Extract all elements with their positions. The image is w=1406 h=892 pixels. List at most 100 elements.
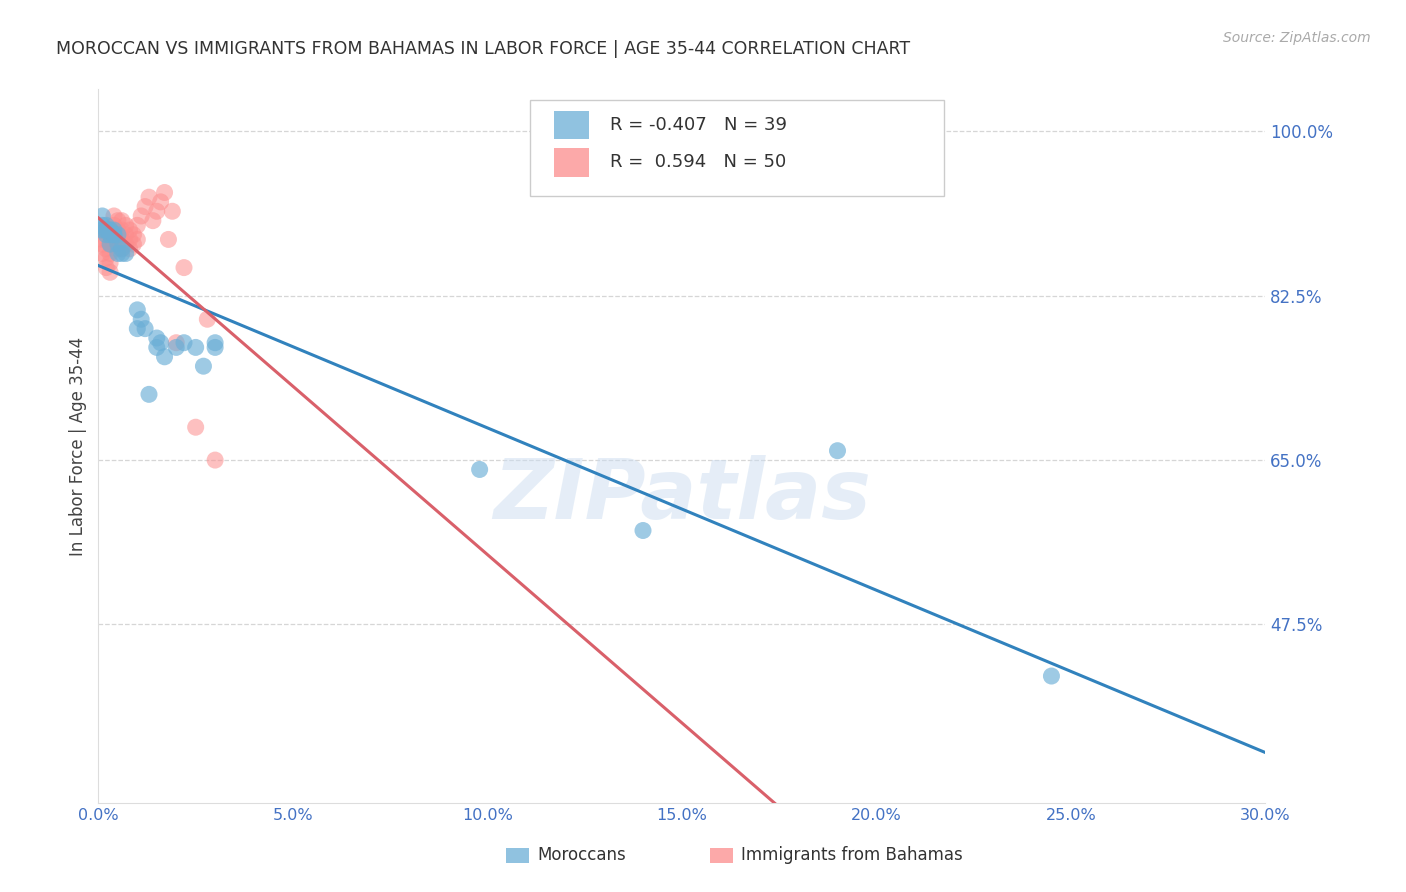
Text: Moroccans: Moroccans	[537, 847, 626, 864]
Point	[111, 242, 134, 256]
Point	[157, 232, 180, 246]
Point	[184, 340, 207, 354]
Point	[98, 237, 121, 252]
FancyBboxPatch shape	[554, 111, 589, 139]
Point	[127, 232, 149, 246]
Point	[103, 227, 125, 242]
Point	[114, 246, 136, 260]
Point	[96, 219, 118, 233]
Point	[103, 237, 125, 252]
Text: R = -0.407   N = 39: R = -0.407 N = 39	[610, 116, 786, 134]
Point	[114, 237, 136, 252]
Point	[96, 223, 118, 237]
Point	[631, 524, 654, 538]
Text: MOROCCAN VS IMMIGRANTS FROM BAHAMAS IN LABOR FORCE | AGE 35-44 CORRELATION CHART: MOROCCAN VS IMMIGRANTS FROM BAHAMAS IN L…	[56, 40, 910, 58]
Text: Source: ZipAtlas.com: Source: ZipAtlas.com	[1223, 31, 1371, 45]
Point	[134, 200, 156, 214]
Point	[111, 223, 134, 237]
Text: Immigrants from Bahamas: Immigrants from Bahamas	[741, 847, 963, 864]
Point	[98, 223, 121, 237]
Point	[127, 302, 149, 317]
Point	[162, 204, 184, 219]
Point	[98, 265, 121, 279]
Point	[204, 335, 226, 350]
Point	[96, 223, 118, 237]
Point	[114, 219, 136, 233]
Point	[91, 232, 114, 246]
Point	[118, 223, 141, 237]
Point	[468, 462, 491, 476]
Point	[114, 227, 136, 242]
Y-axis label: In Labor Force | Age 35-44: In Labor Force | Age 35-44	[69, 336, 87, 556]
Point	[204, 453, 226, 467]
Point	[107, 223, 129, 237]
Point	[91, 219, 114, 233]
Point	[173, 260, 195, 275]
Point	[98, 223, 121, 237]
Point	[127, 321, 149, 335]
Point	[193, 359, 215, 374]
Point	[134, 321, 156, 335]
Point	[149, 335, 172, 350]
Point	[118, 242, 141, 256]
Point	[98, 237, 121, 252]
Point	[138, 190, 160, 204]
Point	[98, 223, 121, 237]
Point	[111, 246, 134, 260]
Point	[96, 227, 118, 242]
Point	[96, 260, 118, 275]
Point	[118, 232, 141, 246]
Point	[127, 219, 149, 233]
Point	[91, 223, 114, 237]
Point	[122, 237, 145, 252]
Point	[149, 194, 172, 209]
Point	[103, 227, 125, 242]
Point	[103, 227, 125, 242]
Point	[107, 227, 129, 242]
Point	[98, 256, 121, 270]
Text: ZIPatlas: ZIPatlas	[494, 456, 870, 536]
Point	[107, 242, 129, 256]
Point	[111, 213, 134, 227]
Point	[91, 237, 114, 252]
Point	[122, 227, 145, 242]
Point	[91, 223, 114, 237]
Point	[98, 246, 121, 260]
Point	[96, 251, 118, 265]
Point	[153, 186, 176, 200]
FancyBboxPatch shape	[530, 100, 945, 196]
Point	[142, 213, 165, 227]
Point	[96, 223, 118, 237]
Point	[184, 420, 207, 434]
Point	[129, 209, 152, 223]
Point	[103, 223, 125, 237]
Point	[103, 209, 125, 223]
Point	[146, 331, 169, 345]
Point	[153, 350, 176, 364]
FancyBboxPatch shape	[554, 148, 589, 177]
Point	[96, 232, 118, 246]
Point	[204, 340, 226, 354]
Point	[107, 237, 129, 252]
Point	[91, 209, 114, 223]
Point	[146, 340, 169, 354]
Point	[827, 443, 849, 458]
Point	[146, 204, 169, 219]
Point	[98, 227, 121, 242]
Point	[111, 242, 134, 256]
Point	[96, 242, 118, 256]
Point	[111, 232, 134, 246]
Point	[138, 387, 160, 401]
Point	[1040, 669, 1063, 683]
Point	[103, 219, 125, 233]
Point	[195, 312, 218, 326]
Point	[129, 312, 152, 326]
Point	[91, 246, 114, 260]
Point	[173, 335, 195, 350]
Text: R =  0.594   N = 50: R = 0.594 N = 50	[610, 153, 786, 171]
Point	[107, 246, 129, 260]
Point	[165, 340, 187, 354]
Point	[107, 213, 129, 227]
Point	[165, 335, 187, 350]
Point	[107, 232, 129, 246]
